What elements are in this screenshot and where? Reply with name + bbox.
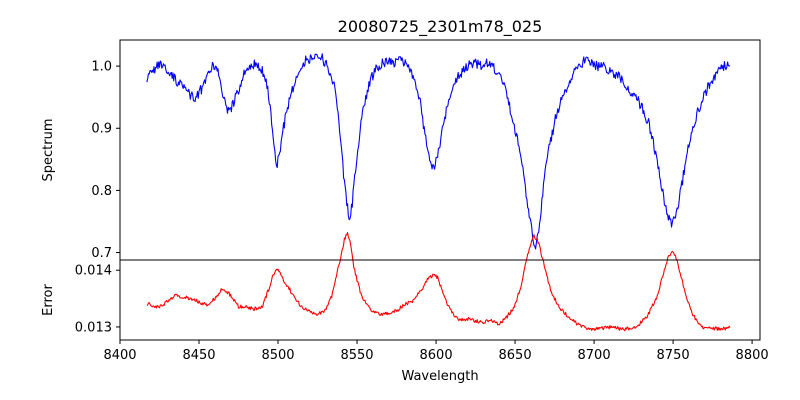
x-tick-label: 8550 (340, 348, 373, 363)
error-plot-frame (119, 259, 761, 341)
spectrum-series-line (146, 53, 731, 250)
error-series-line (146, 232, 731, 332)
spectrum-plot-area (120, 40, 760, 260)
error-y-axis: 0.013 0.014 (75, 264, 120, 335)
x-tick-label: 8400 (103, 348, 136, 363)
x-tick-label: 8700 (578, 348, 611, 363)
x-tick-label: 8750 (657, 348, 690, 363)
x-tick-label: 8800 (736, 348, 769, 363)
error-y-tick-label: 0.014 (75, 264, 112, 279)
spectrum-y-tick-label: 0.8 (91, 184, 112, 199)
error-plot-area (120, 260, 760, 340)
spectrum-y-tick-label: 0.7 (91, 246, 112, 261)
error-series-group (146, 232, 731, 332)
spectrum-series-group (146, 53, 731, 250)
error-y-tick-label: 0.013 (75, 320, 112, 335)
x-tick-label: 8450 (182, 348, 215, 363)
spectrum-y-tick-label: 0.9 (91, 122, 112, 137)
error-y-axis-label: Error (41, 284, 56, 316)
x-tick-label: 8600 (420, 348, 453, 363)
x-tick-label: 8500 (261, 348, 294, 363)
chart-title: 20080725_2301m78_025 (338, 17, 543, 37)
wavelength-x-axis: 8400 8450 8500 8550 8600 8650 8700 8750 8800 (103, 340, 769, 363)
x-tick-label: 8650 (499, 348, 532, 363)
x-axis-label: Wavelength (401, 369, 478, 384)
spectrum-y-axis-label: Spectrum (41, 119, 56, 182)
spectrum-y-axis: 0.7 0.8 0.9 1.0 (91, 60, 120, 261)
spectrum-y-tick-label: 1.0 (91, 60, 112, 75)
